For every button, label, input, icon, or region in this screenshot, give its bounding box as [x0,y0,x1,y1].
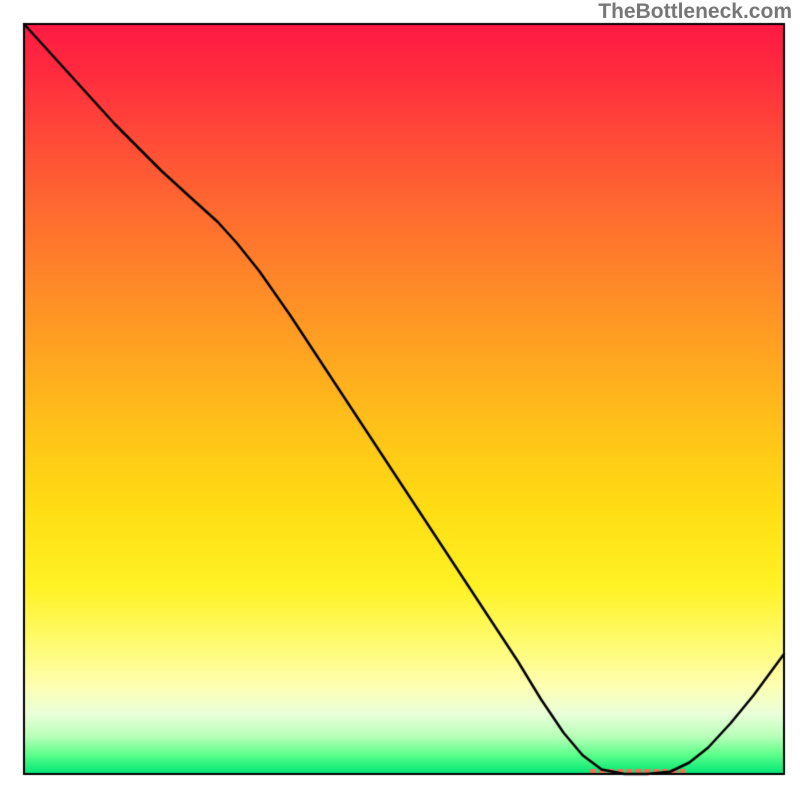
bottleneck-chart: TheBottleneck.com [0,0,800,800]
watermark-text: TheBottleneck.com [598,0,792,24]
chart-curve-layer [0,0,800,800]
